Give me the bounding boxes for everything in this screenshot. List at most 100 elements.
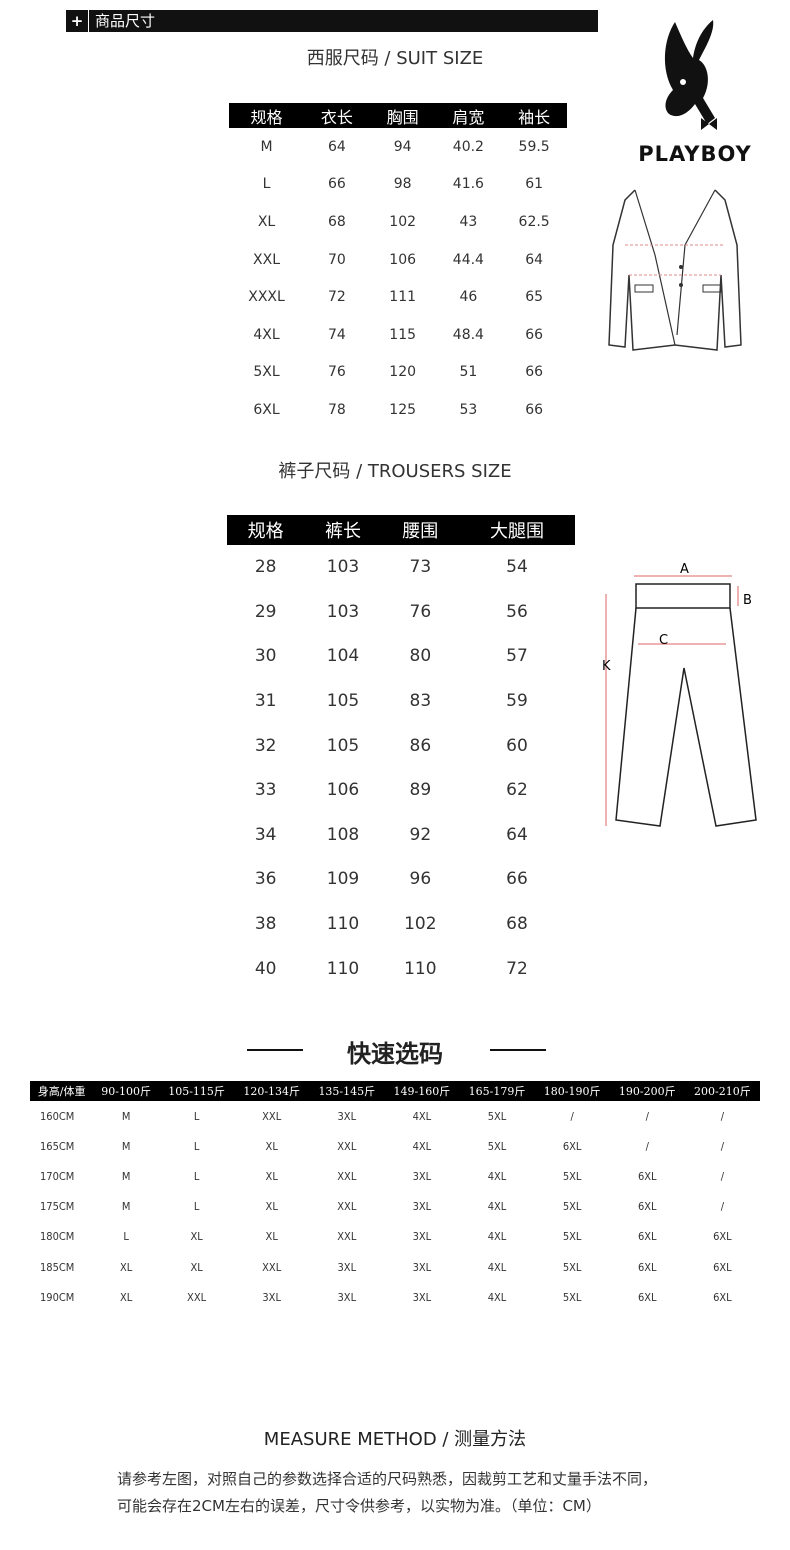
- table-cell: 48.4: [452, 326, 484, 343]
- table-cell: L: [193, 1200, 200, 1214]
- measure-note-line: 请参考左图，对照自己的参数选择合适的尺码熟悉，因裁剪工艺和丈量手法不同，: [117, 1470, 658, 1488]
- table-cell: 6XL: [253, 401, 280, 418]
- table-cell: 4XL: [253, 326, 280, 343]
- suit-size-table: 规格 衣长 胸围 肩宽 袖长 M 64 94 40.2 59.5 L 66 98 41.6 61 XL 68 10…: [229, 103, 567, 429]
- table-cell: 4XL: [412, 1109, 432, 1123]
- label-a: A: [680, 562, 689, 577]
- table-cell: 6XL: [637, 1260, 657, 1274]
- table-cell: 3XL: [337, 1290, 357, 1304]
- table-cell: 62.5: [518, 213, 550, 230]
- table-cell: M: [121, 1169, 131, 1183]
- column-header: 190-200斤: [609, 1081, 685, 1101]
- table-cell: 61: [525, 176, 544, 193]
- table-cell: 165CM: [40, 1139, 75, 1153]
- table-row: M 64 94 40.2 59.5: [229, 128, 567, 166]
- table-cell: 103: [326, 557, 360, 578]
- table-cell: /: [720, 1169, 725, 1183]
- table-row: 40 110 110 72: [227, 946, 575, 991]
- column-header: 规格: [227, 515, 305, 545]
- trousers-diagram: A B C K: [602, 562, 757, 827]
- table-cell: 115: [389, 326, 417, 343]
- table-row: 29 103 76 56: [227, 590, 575, 635]
- table-cell: 4XL: [487, 1200, 507, 1214]
- table-row: 5XL 76 120 51 66: [229, 354, 567, 392]
- column-header: 105-115斤: [159, 1081, 235, 1101]
- section-header: + 商品尺寸: [66, 10, 598, 32]
- column-header: 90-100斤: [93, 1081, 160, 1101]
- table-cell: 108: [326, 824, 360, 845]
- table-row: 34 108 92 64: [227, 813, 575, 858]
- table-cell: 86: [409, 735, 432, 756]
- table-cell: 38: [254, 914, 277, 935]
- table-cell: XXL: [253, 251, 281, 268]
- table-cell: 59.5: [518, 138, 550, 155]
- table-cell: 94: [393, 138, 412, 155]
- table-cell: L: [193, 1139, 200, 1153]
- table-cell: XXL: [337, 1230, 357, 1244]
- measure-note-line: 可能会存在2CM左右的误差，尺寸令供参考，以实物为准。（单位：CM）: [117, 1497, 601, 1515]
- table-cell: XXXL: [248, 289, 285, 306]
- table-cell: 36: [254, 869, 277, 890]
- table-cell: 72: [328, 289, 346, 306]
- table-cell: 92: [409, 824, 432, 845]
- table-row: 30 104 80 57: [227, 634, 575, 679]
- table-cell: L: [193, 1109, 200, 1123]
- table-cell: 4XL: [487, 1169, 507, 1183]
- table-cell: 89: [409, 780, 432, 801]
- table-cell: 66: [525, 401, 544, 418]
- table-cell: 54: [506, 557, 528, 578]
- table-cell: 64: [506, 824, 528, 845]
- table-cell: M: [121, 1200, 131, 1214]
- table-cell: 66: [328, 176, 346, 193]
- table-cell: 160CM: [40, 1109, 75, 1123]
- table-cell: /: [720, 1139, 725, 1153]
- table-cell: 74: [328, 326, 346, 343]
- table-cell: 46: [459, 289, 478, 306]
- table-row: L 66 98 41.6 61: [229, 166, 567, 204]
- table-row: XXXL 72 111 46 65: [229, 278, 567, 316]
- table-row: 33 106 89 62: [227, 768, 575, 813]
- table-cell: 180CM: [40, 1230, 75, 1244]
- table-cell: 3XL: [337, 1260, 357, 1274]
- table-cell: /: [570, 1109, 574, 1123]
- table-cell: 106: [326, 780, 360, 801]
- table-cell: 80: [409, 646, 432, 667]
- header-row: 规格 裤长 腰围 大腿围: [227, 515, 575, 545]
- table-cell: 5XL: [562, 1260, 582, 1274]
- table-cell: 3XL: [412, 1260, 432, 1274]
- table-cell: 109: [326, 869, 360, 890]
- table-cell: XXL: [262, 1260, 282, 1274]
- table-cell: 175CM: [40, 1200, 75, 1214]
- table-cell: 6XL: [713, 1260, 732, 1274]
- table-row: XXL 70 106 44.4 64: [229, 241, 567, 279]
- table-row: 165CM M L XL XXL 4XL 5XL 6XL / /: [30, 1131, 760, 1161]
- table-row: 28 103 73 54: [227, 545, 575, 590]
- table-cell: 5XL: [562, 1290, 582, 1304]
- table-cell: 64: [525, 251, 544, 268]
- table-cell: 78: [328, 401, 346, 418]
- table-cell: 104: [326, 646, 360, 667]
- table-cell: XXL: [262, 1109, 282, 1123]
- table-cell: 32: [254, 735, 277, 756]
- table-cell: 5XL: [487, 1109, 507, 1123]
- column-header: 180-190斤: [534, 1081, 610, 1101]
- table-cell: 76: [328, 364, 346, 381]
- table-cell: XL: [119, 1290, 133, 1304]
- table-cell: 64: [328, 138, 346, 155]
- table-cell: 6XL: [637, 1169, 657, 1183]
- column-header: 165-179斤: [459, 1081, 535, 1101]
- table-cell: 5XL: [562, 1169, 582, 1183]
- table-cell: 6XL: [562, 1139, 582, 1153]
- table-cell: XXL: [187, 1290, 207, 1304]
- table-cell: 4XL: [487, 1260, 507, 1274]
- table-cell: XXL: [337, 1200, 357, 1214]
- table-cell: 66: [525, 326, 544, 343]
- table-cell: 28: [254, 557, 277, 578]
- trousers-size-title: 裤子尺码 / TROUSERS SIZE: [278, 461, 512, 482]
- table-row: 175CM M L XL XXL 3XL 4XL 5XL 6XL /: [30, 1192, 760, 1222]
- table-cell: /: [720, 1109, 725, 1123]
- table-cell: 5XL: [562, 1230, 582, 1244]
- table-cell: 185CM: [40, 1260, 75, 1274]
- header-row: 身高/体重 90-100斤 105-115斤 120-134斤 135-145斤 149-…: [30, 1081, 760, 1101]
